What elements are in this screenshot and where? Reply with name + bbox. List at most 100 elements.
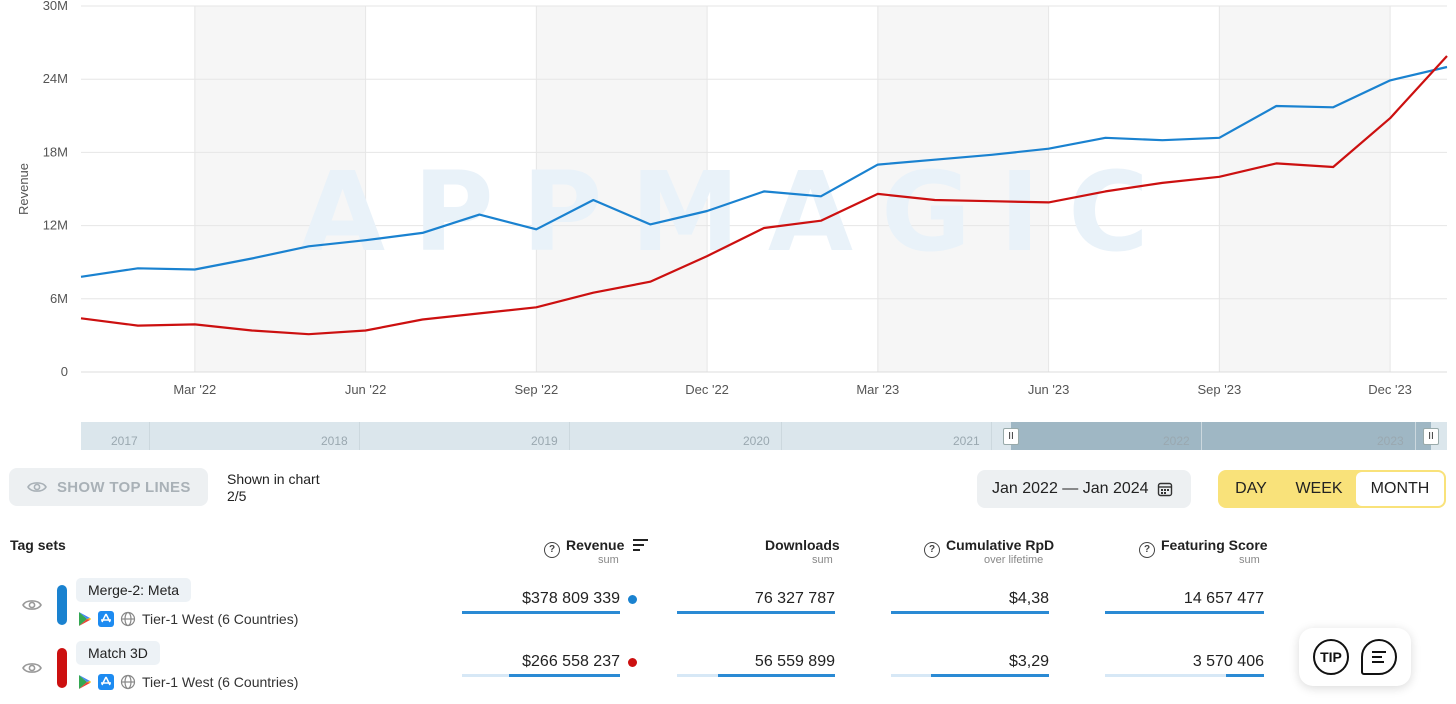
x-tick-label: Dec '23	[1368, 382, 1412, 397]
x-tick-label: Sep '23	[1197, 382, 1241, 397]
chart-band	[1219, 6, 1391, 372]
series-color-dot	[628, 595, 637, 604]
date-range-picker[interactable]: Jan 2022 — Jan 2024	[977, 470, 1191, 508]
cumulative-rpd-value: $4,38	[1008, 590, 1049, 607]
globe-icon	[120, 674, 136, 690]
value-bar-fill	[677, 611, 835, 614]
value-bar-fill	[462, 611, 620, 614]
floating-actions: TIP	[1299, 628, 1411, 686]
chat-button[interactable]	[1361, 639, 1397, 675]
tag-set-row[interactable]: Merge-2: Meta Tier-1 West (6 Countries) …	[0, 578, 1456, 640]
value-bar-fill	[1225, 674, 1264, 677]
chat-icon	[1372, 651, 1386, 663]
series-color-bar	[57, 585, 67, 625]
table-header: Tag sets ? Revenue sum Downloads sum ? Cum…	[0, 532, 1456, 572]
timeline-navigator[interactable]: 2017 2018 2019 2020 2021 2022 2023 II II	[81, 422, 1447, 450]
revenue-header[interactable]: ? Revenue	[544, 537, 649, 558]
tag-set-name[interactable]: Match 3D	[76, 641, 160, 665]
y-axis-label: Revenue	[16, 163, 31, 215]
tag-set-region: Tier-1 West (6 Countries)	[142, 611, 299, 627]
period-month-button[interactable]: MONTH	[1356, 472, 1444, 506]
navigator-year-label: 2020	[743, 434, 770, 448]
value-bar-fill	[509, 674, 620, 677]
period-day-button[interactable]: DAY	[1235, 480, 1267, 497]
date-range-text: Jan 2022 — Jan 2024	[992, 480, 1149, 497]
period-week-button[interactable]: WEEK	[1295, 480, 1343, 497]
google-play-icon	[79, 612, 91, 626]
x-tick-label: Mar '22	[173, 382, 216, 397]
globe-icon	[120, 611, 136, 627]
visibility-eye-icon[interactable]	[22, 598, 42, 612]
revenue-value: $266 558 237	[522, 653, 620, 670]
downloads-header[interactable]: Downloads	[765, 537, 840, 553]
x-tick-label: Mar '23	[856, 382, 899, 397]
shown-in-chart: Shown in chart 2/5	[227, 471, 320, 505]
navigator-year-label: 2017	[111, 434, 138, 448]
chart-band	[877, 6, 1049, 372]
revenue-value: $378 809 339	[522, 590, 620, 607]
x-tick-label: Jun '22	[345, 382, 387, 397]
series-color-dot	[628, 658, 637, 667]
navigator-year-divider	[149, 422, 150, 450]
value-bar-fill	[1105, 611, 1264, 614]
sort-descending-icon[interactable]	[633, 539, 649, 551]
tag-sets-header: Tag sets	[10, 537, 66, 553]
series-line-merge-2-meta	[80, 65, 1448, 278]
shown-in-chart-label: Shown in chart	[227, 471, 320, 487]
y-tick-label: 24M	[43, 71, 68, 86]
value-bar-track	[1105, 674, 1264, 677]
featuring-score-header[interactable]: ? Featuring Score	[1139, 537, 1268, 558]
help-icon[interactable]: ?	[544, 542, 560, 558]
tag-set-meta: Tier-1 West (6 Countries)	[78, 611, 298, 627]
value-bar-fill	[891, 611, 1049, 614]
navigator-year-divider	[991, 422, 992, 450]
value-bar-fill	[930, 674, 1049, 677]
navigator-year-divider	[359, 422, 360, 450]
help-icon[interactable]: ?	[1139, 542, 1155, 558]
help-icon[interactable]: ?	[924, 542, 940, 558]
tip-button[interactable]: TIP	[1313, 639, 1349, 675]
cumulative-rpd-sub: over lifetime	[984, 554, 1044, 566]
y-tick-label: 18M	[43, 144, 68, 159]
tag-set-name[interactable]: Merge-2: Meta	[76, 578, 192, 602]
visibility-eye-icon[interactable]	[22, 661, 42, 675]
navigator-year-divider	[1201, 422, 1202, 450]
shown-in-chart-value: 2/5	[227, 488, 247, 504]
navigator-year-divider	[781, 422, 782, 450]
chart-band	[194, 6, 366, 372]
y-tick-label: 30M	[43, 0, 68, 13]
period-toggle[interactable]: DAY WEEK MONTH	[1218, 470, 1446, 508]
featuring-score-sub: sum	[1239, 554, 1260, 566]
x-tick-label: Jun '23	[1028, 382, 1070, 397]
show-top-lines-button[interactable]: SHOW TOP LINES	[9, 468, 208, 506]
app-store-icon	[98, 611, 114, 627]
featuring-score-value: 3 570 406	[1192, 653, 1264, 670]
revenue-chart[interactable]: 0 6M 12M 18M 24M 30M APPMAGIC Revenue Mar '22 Jun…	[0, 0, 1456, 410]
cumulative-rpd-header[interactable]: ? Cumulative RpD	[924, 537, 1054, 558]
show-top-lines-label: SHOW TOP LINES	[57, 478, 191, 496]
y-tick-label: 12M	[43, 218, 68, 233]
chart-band	[536, 6, 708, 372]
chart-svg[interactable]: 0 6M 12M 18M 24M 30M APPMAGIC Revenue Mar '22 Jun…	[0, 0, 1456, 410]
navigator-year-label: 2021	[953, 434, 980, 448]
tag-set-meta: Tier-1 West (6 Countries)	[78, 674, 298, 690]
y-tick-label: 6M	[50, 291, 68, 306]
calendar-icon	[1157, 482, 1172, 497]
navigator-year-label: 2018	[321, 434, 348, 448]
app-store-icon	[98, 674, 114, 690]
series-color-bar	[57, 648, 67, 688]
downloads-value: 76 327 787	[754, 590, 835, 607]
navigator-handle[interactable]: II	[1003, 428, 1019, 445]
value-bar-fill	[718, 674, 835, 677]
tag-set-region: Tier-1 West (6 Countries)	[142, 674, 299, 690]
navigator-year-divider	[569, 422, 570, 450]
downloads-value: 56 559 899	[754, 653, 835, 670]
featuring-score-value: 14 657 477	[1183, 590, 1264, 607]
revenue-sub: sum	[598, 554, 619, 566]
watermark-text: APPMAGIC	[300, 148, 1177, 276]
navigator-selection[interactable]	[1011, 422, 1431, 450]
tag-set-row[interactable]: Match 3D Tier-1 West (6 Countries) $266 …	[0, 641, 1456, 703]
series-line-match-3d	[80, 55, 1448, 336]
navigator-handle[interactable]: II	[1423, 428, 1439, 445]
navigator-year-label: 2023	[1377, 434, 1404, 448]
